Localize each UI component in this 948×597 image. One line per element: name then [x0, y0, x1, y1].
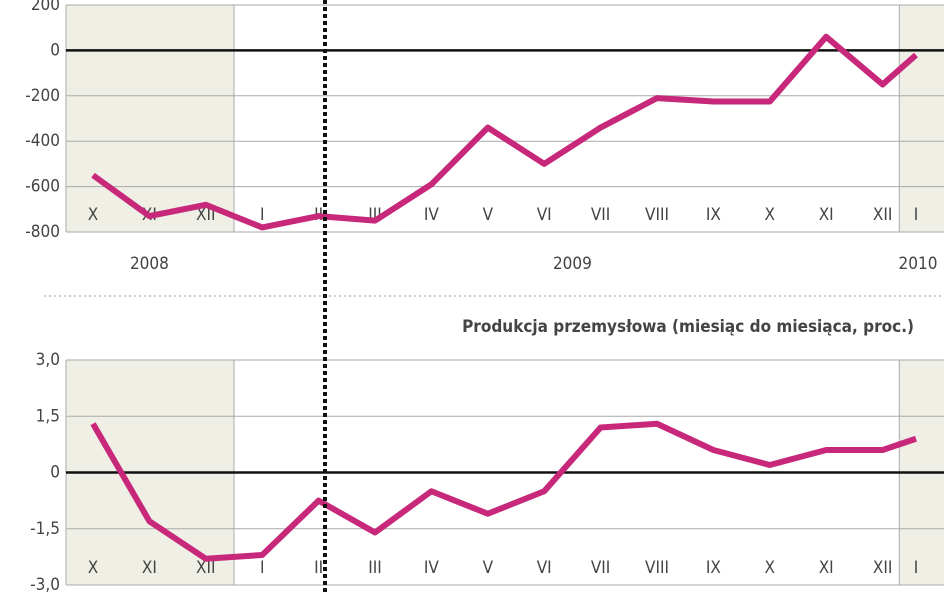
- y-tick-label: 3,0: [36, 350, 60, 370]
- x-tick-label: I: [914, 558, 919, 578]
- series-line: [91, 33, 918, 231]
- x-tick-label: III: [368, 558, 382, 578]
- x-tick-label: X: [88, 205, 98, 225]
- x-tick-label: XII: [873, 558, 893, 578]
- chart-title: Produkcja przemysłowa (miesiąc do miesią…: [462, 317, 914, 337]
- y-tick-label: 1,5: [36, 406, 60, 426]
- x-tick-label: XI: [142, 558, 157, 578]
- year-label: 2010: [899, 254, 938, 274]
- x-tick-label: VIII: [645, 558, 669, 578]
- y-tick-label: -1,5: [30, 519, 60, 539]
- y-tick-label: -400: [25, 131, 60, 151]
- shade: [66, 5, 234, 232]
- x-tick-label: V: [483, 558, 494, 578]
- x-tick-label: X: [88, 558, 98, 578]
- x-tick-label: X: [765, 558, 775, 578]
- x-tick-label: I: [260, 558, 265, 578]
- x-tick-label: IV: [424, 205, 440, 225]
- x-tick-label: VIII: [645, 205, 669, 225]
- x-tick-label: IX: [706, 205, 721, 225]
- x-tick-label: XI: [819, 205, 834, 225]
- year-label: 2009: [553, 254, 592, 274]
- y-tick-label: -800: [25, 222, 60, 242]
- y-tick-label: -3,0: [30, 575, 60, 593]
- shade: [899, 5, 944, 232]
- x-tick-label: I: [914, 205, 919, 225]
- x-tick-label: II: [314, 558, 323, 578]
- y-tick-label: -200: [25, 86, 60, 106]
- x-tick-label: XII: [196, 205, 216, 225]
- x-tick-label: X: [765, 205, 775, 225]
- x-tick-label: XII: [873, 205, 893, 225]
- x-tick-label: VI: [537, 205, 552, 225]
- x-tick-label: V: [483, 205, 494, 225]
- x-tick-label: VI: [537, 558, 552, 578]
- y-tick-label: 0: [50, 463, 60, 483]
- y-tick-label: 0: [50, 40, 60, 60]
- series-line: [90, 420, 917, 562]
- x-tick-label: VII: [591, 558, 610, 578]
- year-label: 2008: [130, 254, 169, 274]
- x-tick-label: XII: [196, 558, 216, 578]
- x-tick-label: I: [260, 205, 265, 225]
- x-tick-label: IV: [424, 558, 440, 578]
- y-tick-label: 200: [31, 0, 60, 15]
- x-tick-label: IX: [706, 558, 721, 578]
- y-tick-label: -600: [25, 177, 60, 197]
- x-tick-label: XI: [819, 558, 834, 578]
- x-tick-label: VII: [591, 205, 610, 225]
